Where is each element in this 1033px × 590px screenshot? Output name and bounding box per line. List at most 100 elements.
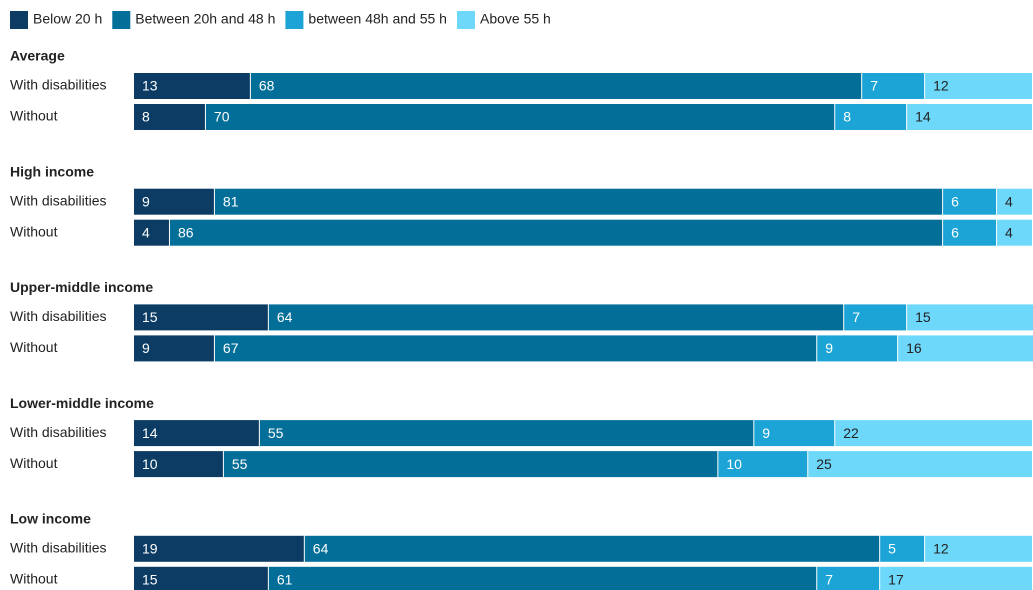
row-label: With disabilities bbox=[10, 540, 106, 556]
bar-segment bbox=[754, 420, 835, 447]
bar-segment bbox=[817, 566, 880, 590]
legend-label: Above 55 h bbox=[480, 11, 551, 27]
bar-segment bbox=[134, 451, 223, 478]
bar-segment bbox=[214, 188, 943, 215]
value-label: 55 bbox=[232, 456, 248, 472]
row-label: Without bbox=[10, 108, 58, 124]
value-label: 13 bbox=[142, 78, 158, 94]
value-label: 14 bbox=[915, 109, 931, 125]
bar-segment bbox=[835, 420, 1032, 447]
bar-segment bbox=[880, 566, 1032, 590]
bar-segment bbox=[250, 73, 862, 99]
value-label: 15 bbox=[915, 309, 931, 325]
bar-segment bbox=[835, 104, 907, 130]
bar-segment bbox=[223, 451, 718, 478]
bar-segment bbox=[134, 535, 304, 562]
bar-segment bbox=[880, 535, 925, 562]
bar-segment bbox=[268, 304, 844, 331]
value-label: 4 bbox=[1005, 193, 1013, 209]
bar-segment bbox=[134, 335, 214, 362]
bar-segment bbox=[134, 566, 268, 590]
legend-label: Below 20 h bbox=[33, 11, 102, 27]
bar-segment bbox=[304, 535, 880, 562]
value-label: 15 bbox=[142, 572, 158, 588]
value-label: 6 bbox=[951, 193, 959, 209]
bar-segment bbox=[268, 566, 817, 590]
group-title: High income bbox=[10, 163, 94, 179]
bar-segment bbox=[134, 188, 214, 215]
value-label: 17 bbox=[888, 572, 904, 588]
bar-segment bbox=[134, 73, 250, 99]
bar-segment bbox=[844, 304, 907, 331]
value-label: 67 bbox=[223, 340, 239, 356]
value-label: 86 bbox=[178, 224, 194, 240]
bar-segment bbox=[862, 73, 925, 99]
legend-label: Between 20h and 48 h bbox=[135, 11, 275, 27]
bar-segment bbox=[134, 104, 205, 130]
value-label: 10 bbox=[142, 456, 158, 472]
value-label: 6 bbox=[951, 224, 959, 240]
value-label: 9 bbox=[142, 193, 150, 209]
value-label: 70 bbox=[214, 109, 230, 125]
bar-segment bbox=[817, 335, 898, 362]
row-label: Without bbox=[10, 455, 58, 471]
value-label: 64 bbox=[313, 541, 329, 557]
value-label: 5 bbox=[888, 541, 896, 557]
value-label: 8 bbox=[843, 109, 851, 125]
bar-segment bbox=[134, 219, 169, 246]
bar-segment bbox=[205, 104, 835, 130]
legend-swatch bbox=[456, 11, 475, 29]
value-label: 9 bbox=[142, 340, 150, 356]
bar-segment bbox=[943, 188, 997, 215]
group-title: Average bbox=[10, 48, 65, 64]
bar-segment bbox=[997, 219, 1032, 246]
value-label: 7 bbox=[825, 572, 833, 588]
value-label: 15 bbox=[142, 309, 158, 325]
legend-label: between 48h and 55 h bbox=[308, 11, 447, 27]
row-label: Without bbox=[10, 339, 58, 355]
group-title: Low income bbox=[10, 511, 91, 527]
row-label: With disabilities bbox=[10, 192, 106, 208]
legend-swatch bbox=[10, 11, 28, 29]
value-label: 7 bbox=[870, 78, 878, 94]
bar-segment bbox=[169, 219, 943, 246]
value-label: 14 bbox=[142, 425, 158, 441]
value-label: 9 bbox=[762, 425, 770, 441]
bar-segment bbox=[214, 335, 817, 362]
value-label: 61 bbox=[277, 572, 293, 588]
value-label: 4 bbox=[1005, 224, 1013, 240]
row-label: With disabilities bbox=[10, 424, 106, 440]
value-label: 10 bbox=[726, 456, 742, 472]
value-label: 81 bbox=[223, 193, 239, 209]
bar-segment bbox=[907, 304, 1033, 331]
group-title: Lower-middle income bbox=[10, 395, 154, 411]
bar-segment bbox=[925, 535, 1032, 562]
bar-segment bbox=[907, 104, 1032, 130]
bar-segment bbox=[898, 335, 1033, 362]
row-label: Without bbox=[10, 223, 58, 239]
value-label: 25 bbox=[816, 456, 832, 472]
bar-segment bbox=[134, 304, 268, 331]
value-label: 55 bbox=[268, 425, 284, 441]
group-title: Upper-middle income bbox=[10, 279, 153, 295]
value-label: 68 bbox=[259, 78, 275, 94]
legend-swatch bbox=[285, 11, 304, 29]
bar-segment bbox=[943, 219, 997, 246]
value-label: 16 bbox=[906, 340, 922, 356]
value-label: 7 bbox=[852, 309, 860, 325]
bar-segment bbox=[997, 188, 1032, 215]
bar-segment bbox=[925, 73, 1032, 99]
row-label: With disabilities bbox=[10, 308, 106, 324]
value-label: 22 bbox=[843, 425, 859, 441]
value-label: 19 bbox=[142, 541, 158, 557]
bar-segment bbox=[259, 420, 754, 447]
value-label: 64 bbox=[277, 309, 293, 325]
value-label: 12 bbox=[933, 78, 949, 94]
bar-segment bbox=[134, 420, 259, 447]
legend-swatch bbox=[112, 11, 131, 29]
value-label: 12 bbox=[933, 541, 949, 557]
value-label: 8 bbox=[142, 109, 150, 125]
row-label: Without bbox=[10, 571, 58, 587]
bar-segment bbox=[808, 451, 1032, 478]
